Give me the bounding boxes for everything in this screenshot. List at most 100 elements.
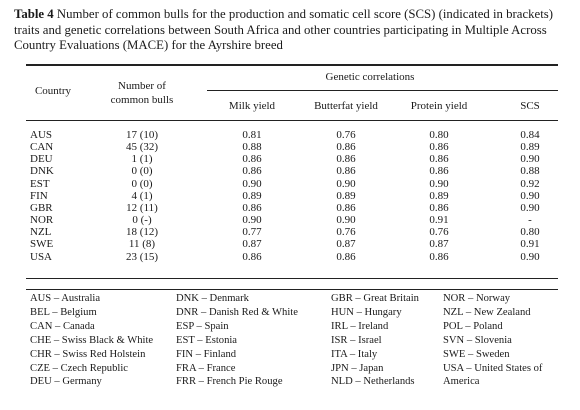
header-rule	[26, 120, 558, 121]
abbreviation-entry: NOR – Norway	[443, 293, 511, 304]
abbreviation-entry: FRA – France	[176, 362, 236, 374]
cell-butterfat-yield: 0.86	[336, 153, 356, 166]
cell-milk-yield: 0.86	[242, 250, 262, 263]
cell-country: DEU	[30, 153, 53, 166]
cell-butterfat-yield: 0.89	[336, 189, 356, 202]
cell-milk-yield: 0.77	[242, 226, 262, 239]
cell-country: CAN	[30, 141, 54, 154]
cell-scs: 0.90	[520, 201, 540, 214]
cell-butterfat-yield: 0.90	[336, 177, 356, 190]
abbreviation-entry: ESP – Spain	[176, 320, 229, 332]
cell-protein-yield: 0.86	[429, 250, 449, 263]
header-butterfat-yield: Butterfat yield	[314, 100, 378, 112]
header-milk-yield: Milk yield	[228, 100, 276, 112]
cell-country: GBR	[30, 201, 53, 214]
cell-milk-yield: 0.90	[242, 214, 262, 227]
abbreviation-entry: BEL – Belgium	[30, 306, 97, 318]
cell-scs: 0.88	[520, 165, 540, 178]
cell-bulls: 1 (1)	[131, 153, 153, 166]
cell-scs: 0.80	[520, 226, 540, 239]
cell-country: NZL	[30, 226, 52, 239]
abbreviation-entry: HUN – Hungary	[331, 306, 402, 318]
cell-country: AUS	[30, 129, 53, 141]
abbreviation-entry: POL – Poland	[443, 320, 503, 332]
caption-text: Number of common bulls for the productio…	[14, 7, 554, 52]
cell-bulls: 0 (0)	[131, 165, 153, 178]
cell-bulls: 17 (10)	[125, 129, 159, 141]
abbreviation-entry: SVN – Slovenia	[443, 334, 512, 346]
cell-protein-yield: 0.86	[429, 165, 449, 178]
table-label: Table 4	[14, 7, 54, 21]
abbreviation-entry: CHR – Swiss Red Holstein	[30, 348, 146, 360]
cell-bulls: 23 (15)	[125, 250, 159, 263]
bottom-rule	[26, 278, 558, 279]
cell-country: USA	[30, 250, 53, 263]
cell-country: NOR	[30, 214, 54, 227]
cell-butterfat-yield: 0.90	[336, 214, 356, 227]
cell-country: FIN	[30, 189, 48, 202]
cell-protein-yield: 0.87	[429, 238, 449, 251]
cell-country: SWE	[30, 238, 54, 251]
group-rule	[207, 90, 558, 91]
abbreviation-entry: NLD – Netherlands	[331, 376, 415, 388]
cell-protein-yield: 0.90	[429, 177, 449, 190]
abbreviation-entry: ITA – Italy	[331, 348, 378, 360]
abbreviation-entry: DEU – Germany	[30, 376, 102, 388]
cell-scs: 0.84	[520, 129, 540, 141]
table-caption: Table 4 Number of common bulls for the p…	[14, 7, 570, 54]
cell-protein-yield: 0.89	[429, 189, 449, 202]
cell-butterfat-yield: 0.86	[336, 165, 356, 178]
cell-butterfat-yield: 0.76	[336, 129, 356, 141]
cell-butterfat-yield: 0.86	[336, 250, 356, 263]
header-bulls: Number of common bulls	[110, 80, 174, 106]
cell-scs: 0.89	[520, 141, 540, 154]
top-rule	[26, 64, 558, 66]
cell-scs: 0.90	[520, 189, 540, 202]
cell-milk-yield: 0.90	[242, 177, 262, 190]
cell-bulls: 12 (11)	[126, 201, 158, 214]
cell-protein-yield: 0.76	[429, 226, 449, 239]
cell-protein-yield: 0.86	[429, 201, 449, 214]
abbreviation-entry: GBR – Great Britain	[331, 293, 419, 304]
cell-scs: 0.91	[520, 238, 540, 251]
cell-scs: 0.92	[520, 177, 540, 190]
abbreviation-entry: EST – Estonia	[176, 334, 238, 346]
cell-bulls: 0 (-)	[132, 214, 152, 227]
cell-milk-yield: 0.87	[242, 238, 262, 251]
cell-country: EST	[30, 177, 50, 190]
abbreviation-entry: AUS – Australia	[30, 293, 101, 304]
cell-milk-yield: 0.86	[242, 165, 262, 178]
cell-milk-yield: 0.88	[242, 141, 262, 154]
cell-bulls: 11 (8)	[128, 238, 156, 251]
abbreviation-entry: ISR – Israel	[331, 334, 382, 346]
cell-butterfat-yield: 0.86	[336, 201, 356, 214]
cell-country: DNK	[30, 165, 54, 178]
cell-butterfat-yield: 0.76	[336, 226, 356, 239]
cell-butterfat-yield: 0.86	[336, 141, 356, 154]
cell-protein-yield: 0.91	[429, 214, 449, 227]
cell-scs: 0.90	[520, 153, 540, 166]
cell-milk-yield: 0.86	[242, 153, 262, 166]
cell-scs: 0.90	[520, 250, 540, 263]
abbreviation-entry: SWE – Sweden	[443, 348, 510, 360]
cell-bulls: 45 (32)	[125, 141, 159, 154]
cell-bulls: 18 (12)	[125, 226, 159, 239]
abbreviation-entry: CAN – Canada	[30, 320, 95, 332]
abbreviation-rule	[26, 289, 558, 290]
cell-butterfat-yield: 0.87	[336, 238, 356, 251]
abbreviation-entry: USA – United States of America	[443, 362, 543, 387]
cell-milk-yield: 0.81	[242, 129, 262, 141]
cell-bulls: 0 (0)	[131, 177, 153, 190]
header-protein-yield: Protein yield	[410, 100, 468, 112]
abbreviation-entry: NZL – New Zealand	[443, 306, 531, 318]
header-country: Country	[34, 85, 72, 97]
cell-protein-yield: 0.80	[429, 129, 449, 141]
abbreviation-entry: DNR – Danish Red & White	[176, 306, 298, 318]
abbreviation-entry: DNK – Denmark	[176, 293, 249, 304]
cell-milk-yield: 0.89	[242, 189, 262, 202]
abbreviation-entry: FIN – Finland	[176, 348, 237, 360]
abbreviation-entry: FRR – French Pie Rouge	[176, 376, 283, 388]
cell-milk-yield: 0.86	[242, 201, 262, 214]
cell-protein-yield: 0.86	[429, 141, 449, 154]
abbreviation-entry: JPN – Japan	[331, 362, 384, 374]
